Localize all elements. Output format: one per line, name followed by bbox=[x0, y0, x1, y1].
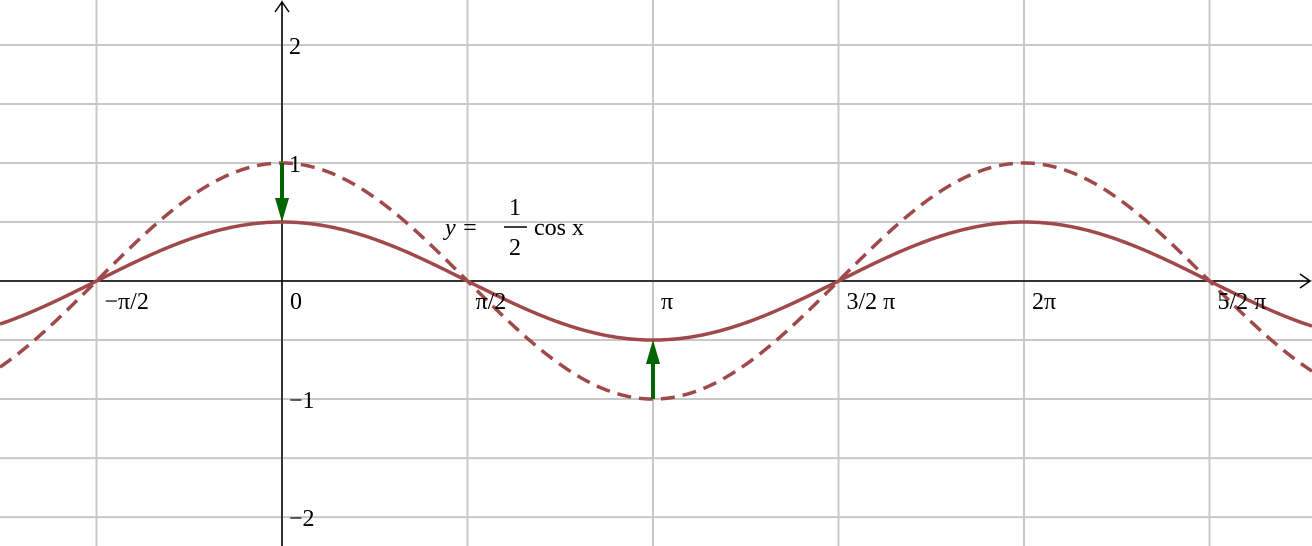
x-tick-label: 3/2 π bbox=[846, 289, 895, 315]
annotation-numerator: 1 bbox=[509, 195, 521, 221]
y-tick-label: 2 bbox=[289, 34, 301, 60]
annotation-denominator: 2 bbox=[509, 235, 521, 261]
annotation-lhs: y = bbox=[443, 215, 478, 241]
x-tick-label: −π/2 bbox=[105, 289, 149, 315]
x-axis-arrow bbox=[1299, 273, 1312, 289]
curve bbox=[0, 161, 1312, 401]
shift-arrow bbox=[275, 162, 290, 223]
x-tick-label: 0 bbox=[290, 289, 302, 315]
arrow-head bbox=[646, 340, 661, 365]
x-tick-label: π/2 bbox=[476, 289, 507, 315]
y-tick-label: −2 bbox=[289, 506, 315, 532]
x-tick-label: 2π bbox=[1032, 289, 1056, 315]
labels: −π/2 0 π/2 π 3/2 π 2π 5/2 π 2 1 −1 −2 y = 1 2 cos x bbox=[105, 34, 1267, 532]
plot bbox=[0, 161, 1312, 401]
y-tick-label: 1 bbox=[289, 152, 301, 178]
y-tick-label: −1 bbox=[289, 388, 315, 414]
arrow-head bbox=[275, 198, 290, 223]
x-tick-label: π bbox=[661, 289, 673, 315]
shift-arrow bbox=[646, 340, 661, 400]
x-tick-label: 5/2 π bbox=[1217, 289, 1266, 315]
annotation-rhs: cos x bbox=[534, 215, 584, 241]
curve bbox=[0, 220, 1312, 342]
y-axis-arrow bbox=[274, 0, 290, 13]
